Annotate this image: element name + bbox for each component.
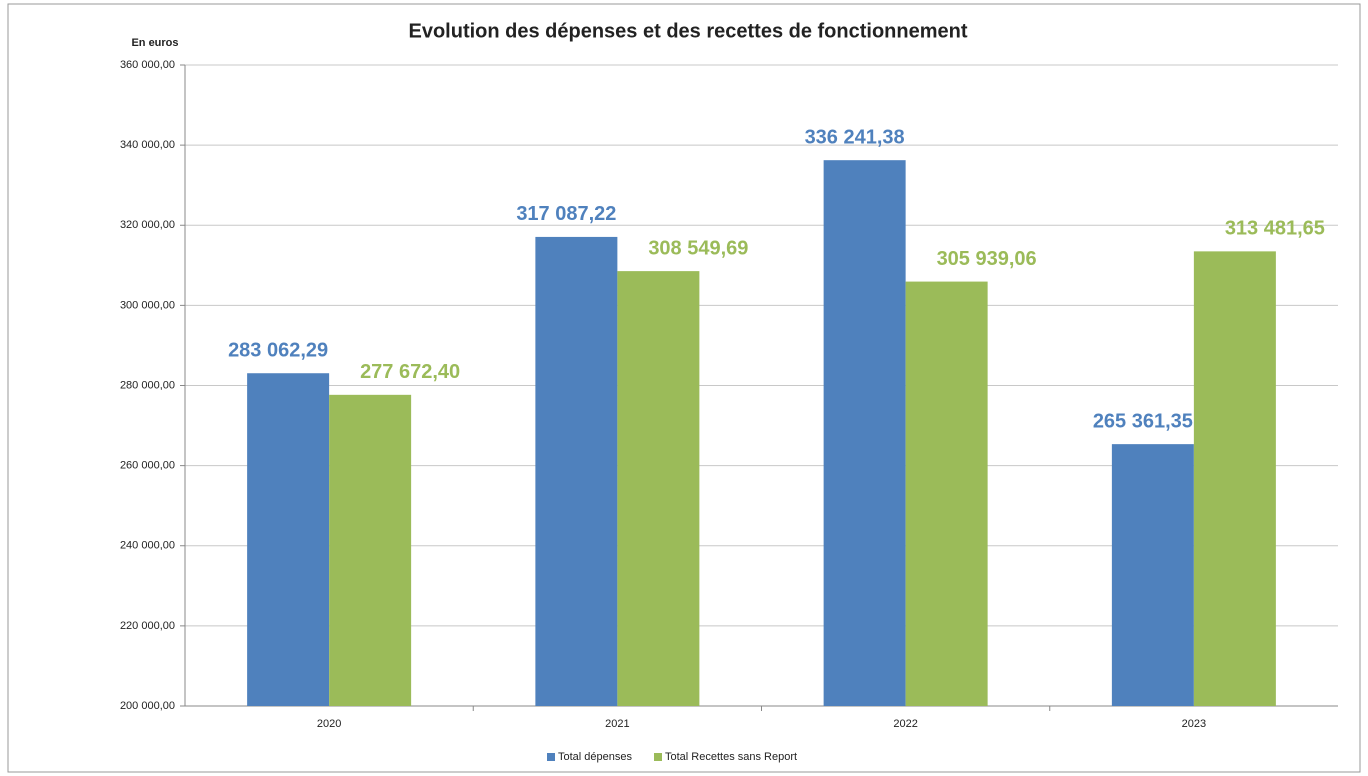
bar <box>823 160 906 706</box>
x-tick-label: 2023 <box>1182 718 1206 730</box>
y-axis-label: En euros <box>131 37 178 49</box>
y-tick-label: 300 000,00 <box>120 299 175 311</box>
value-label: 283 062,29 <box>228 340 328 362</box>
y-tick-label: 220 000,00 <box>120 620 175 632</box>
legend-swatch <box>547 753 555 761</box>
bar <box>329 394 412 706</box>
bar <box>535 236 618 707</box>
y-tick-label: 340 000,00 <box>120 139 175 151</box>
x-tick-label: 2022 <box>893 718 917 730</box>
legend-label: Total dépenses <box>558 751 632 763</box>
y-tick-label: 320 000,00 <box>120 219 175 231</box>
bar <box>905 281 988 706</box>
chart-title: Evolution des dépenses et des recettes d… <box>408 20 967 42</box>
bar <box>617 271 700 706</box>
value-label: 313 481,65 <box>1225 218 1325 240</box>
y-tick-label: 360 000,00 <box>120 59 175 71</box>
value-label: 336 241,38 <box>805 126 905 148</box>
y-tick-label: 280 000,00 <box>120 379 175 391</box>
value-label: 305 939,06 <box>937 248 1037 270</box>
value-label: 265 361,35 <box>1093 410 1193 432</box>
y-tick-label: 200 000,00 <box>120 700 175 712</box>
y-tick-label: 260 000,00 <box>120 460 175 472</box>
legend-swatch <box>654 753 662 761</box>
bar <box>1111 444 1194 706</box>
legend-label: Total Recettes sans Report <box>665 751 797 763</box>
y-tick-label: 240 000,00 <box>120 540 175 552</box>
value-label: 317 087,22 <box>516 203 616 225</box>
bar <box>1193 251 1276 706</box>
x-tick-label: 2020 <box>317 718 341 730</box>
value-label: 308 549,69 <box>648 237 748 259</box>
x-tick-label: 2021 <box>605 718 629 730</box>
value-label: 277 672,40 <box>360 361 460 383</box>
bar <box>247 373 330 706</box>
